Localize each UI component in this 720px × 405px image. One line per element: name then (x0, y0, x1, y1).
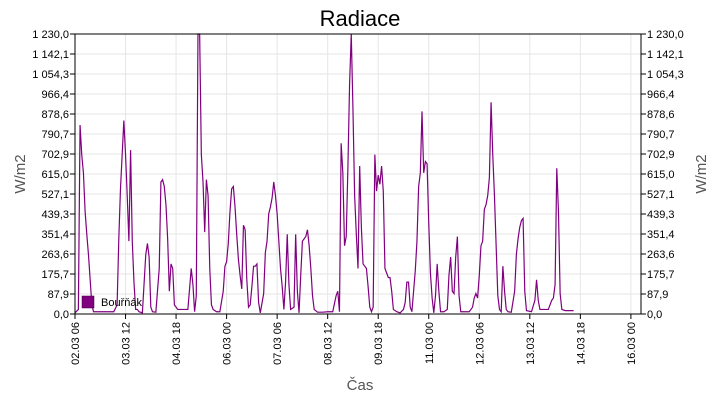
y-tick-label-left: 1 142,1 (32, 49, 69, 61)
series-line (74, 33, 574, 314)
y-tick-label-left: 527,1 (41, 189, 69, 201)
axes: 0,0 0,0 87,9 87,9 175,7 175,7 263,6 263,6 351,4 3… (32, 29, 683, 365)
y-tick-label-left: 263,6 (41, 249, 69, 261)
legend-swatch (81, 295, 95, 309)
y-tick-label-right: 0,0 (647, 309, 662, 321)
x-tick-label: 13.03 12 (525, 322, 537, 365)
y-tick-label-right: 615,0 (647, 169, 675, 181)
y-tick-label-left: 878,6 (41, 109, 69, 121)
x-tick-label: 06.03 00 (222, 322, 234, 365)
x-tick-label: 04.03 18 (171, 322, 183, 365)
y-tick-label-right: 1 054,3 (647, 69, 684, 81)
y-axis-label-right: W/m2 (693, 154, 710, 193)
x-tick-label: 02.03 06 (70, 322, 82, 365)
x-tick-label: 16.03 00 (626, 322, 638, 365)
y-tick-label-right: 175,7 (647, 269, 675, 281)
y-tick-label-left: 0,0 (54, 309, 69, 321)
y-tick-label-right: 527,1 (647, 189, 675, 201)
y-tick-label-right: 878,6 (647, 109, 675, 121)
x-tick-label: 14.03 18 (575, 322, 587, 365)
x-axis-label: Čas (347, 377, 374, 394)
y-tick-label-left: 1 230,0 (32, 29, 69, 41)
legend: Bouřňák (81, 295, 142, 309)
x-tick-label: 08.03 12 (323, 322, 335, 365)
chart-title: Radiace (320, 6, 401, 31)
series (74, 33, 574, 314)
legend-label: Bouřňák (101, 297, 142, 309)
y-tick-label-right: 790,7 (647, 129, 675, 141)
y-axis-label-left: W/m2 (12, 154, 29, 193)
x-tick-label: 09.03 18 (373, 322, 385, 365)
y-tick-label-right: 1 230,0 (647, 29, 684, 41)
y-tick-label-left: 966,4 (41, 89, 69, 101)
y-tick-label-left: 790,7 (41, 129, 69, 141)
x-tick-label: 07.03 06 (272, 322, 284, 365)
y-tick-label-left: 702,9 (41, 149, 69, 161)
y-tick-label-right: 702,9 (647, 149, 675, 161)
y-tick-label-left: 1 054,3 (32, 69, 69, 81)
y-tick-label-left: 615,0 (41, 169, 69, 181)
y-tick-label-left: 175,7 (41, 269, 69, 281)
y-tick-label-right: 87,9 (647, 289, 668, 301)
y-tick-label-right: 439,3 (647, 209, 675, 221)
y-tick-label-right: 263,6 (647, 249, 675, 261)
y-tick-label-right: 966,4 (647, 89, 675, 101)
y-tick-label-right: 1 142,1 (647, 49, 684, 61)
y-tick-label-left: 439,3 (41, 209, 69, 221)
y-tick-label-left: 87,9 (48, 289, 69, 301)
x-tick-label: 11.03 00 (424, 322, 436, 364)
x-tick-label: 12.03 06 (474, 322, 486, 365)
y-tick-label-left: 351,4 (41, 229, 69, 241)
x-tick-label: 03.03 12 (121, 322, 133, 365)
y-tick-label-right: 351,4 (647, 229, 675, 241)
